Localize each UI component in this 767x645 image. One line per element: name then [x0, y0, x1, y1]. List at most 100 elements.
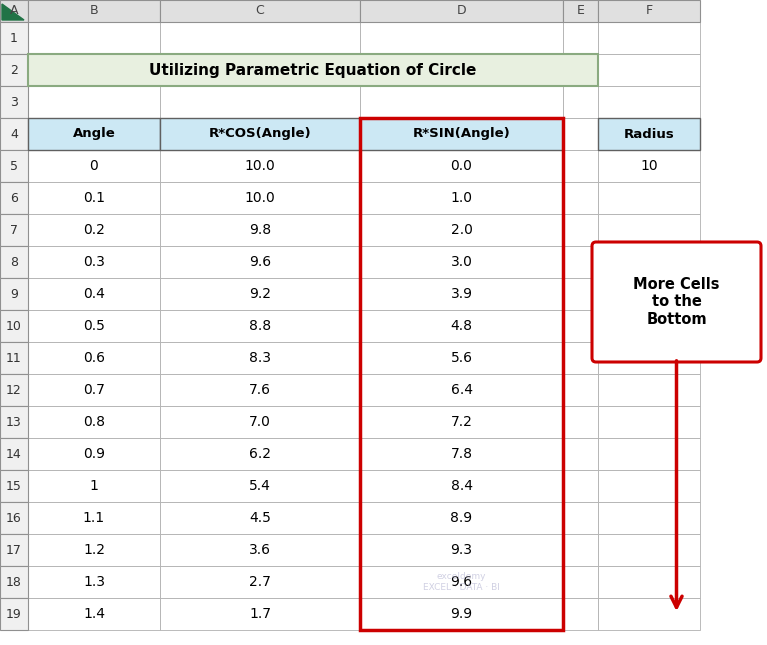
Text: 9.2: 9.2 [249, 287, 271, 301]
Text: 10: 10 [640, 159, 658, 173]
Text: 16: 16 [6, 511, 22, 524]
Text: 0.7: 0.7 [83, 383, 105, 397]
Bar [598, 118, 700, 150]
Bar [28, 406, 160, 438]
Bar [0, 534, 28, 566]
Bar [598, 0, 700, 22]
Text: A: A [10, 5, 18, 17]
Text: 8.3: 8.3 [249, 351, 271, 365]
Bar [0, 438, 28, 470]
Text: 7.6: 7.6 [249, 383, 271, 397]
Text: 0.8: 0.8 [83, 415, 105, 429]
Bar [0, 214, 28, 246]
Bar [598, 438, 700, 470]
Text: 1: 1 [10, 32, 18, 45]
Bar [160, 598, 360, 630]
Bar [563, 278, 598, 310]
Text: 7.0: 7.0 [249, 415, 271, 429]
Text: Angle: Angle [73, 128, 115, 141]
Text: Radius: Radius [624, 128, 674, 141]
Bar [0, 278, 28, 310]
Text: 12: 12 [6, 384, 22, 397]
Text: 8: 8 [10, 255, 18, 268]
Bar [160, 406, 360, 438]
Bar [160, 182, 360, 214]
Text: 1.7: 1.7 [249, 607, 271, 621]
Text: 6.4: 6.4 [450, 383, 472, 397]
Text: 0: 0 [90, 159, 98, 173]
Bar [563, 246, 598, 278]
Text: 0.6: 0.6 [83, 351, 105, 365]
Text: 6: 6 [10, 192, 18, 204]
Text: 18: 18 [6, 575, 22, 588]
Text: exceldemy
EXCEL · DATA · BI: exceldemy EXCEL · DATA · BI [423, 572, 500, 591]
Text: 1: 1 [90, 479, 98, 493]
Bar [563, 22, 598, 54]
Bar [563, 566, 598, 598]
Text: B: B [90, 5, 98, 17]
Text: 0.2: 0.2 [83, 223, 105, 237]
Bar [160, 438, 360, 470]
Bar [360, 182, 563, 214]
Bar [160, 22, 360, 54]
Bar [28, 86, 160, 118]
Bar [360, 438, 563, 470]
Bar [563, 534, 598, 566]
Bar [360, 566, 563, 598]
Text: 1.0: 1.0 [450, 191, 472, 205]
Bar [28, 470, 160, 502]
Text: 7.2: 7.2 [450, 415, 472, 429]
Bar [160, 246, 360, 278]
Bar [28, 214, 160, 246]
Bar [360, 118, 563, 150]
Bar [360, 0, 563, 22]
Bar [0, 182, 28, 214]
Bar [598, 566, 700, 598]
Bar [160, 86, 360, 118]
Bar [598, 406, 700, 438]
Text: 4.8: 4.8 [450, 319, 472, 333]
Bar [0, 566, 28, 598]
Bar [563, 598, 598, 630]
Text: 9: 9 [10, 288, 18, 301]
Bar [28, 150, 160, 182]
Bar [28, 118, 160, 150]
Text: R*SIN(Angle): R*SIN(Angle) [413, 128, 510, 141]
Bar [598, 310, 700, 342]
Bar [598, 470, 700, 502]
Bar [563, 182, 598, 214]
Bar [28, 54, 160, 86]
Text: 9.9: 9.9 [450, 607, 472, 621]
Bar [563, 310, 598, 342]
Bar [360, 86, 563, 118]
Bar [563, 470, 598, 502]
Text: 3.6: 3.6 [249, 543, 271, 557]
Bar [160, 118, 360, 150]
Bar [28, 0, 160, 22]
Bar [160, 310, 360, 342]
Bar [360, 502, 563, 534]
Bar [28, 502, 160, 534]
Bar [598, 534, 700, 566]
Bar [360, 278, 563, 310]
Text: 8.4: 8.4 [450, 479, 472, 493]
Bar [160, 0, 360, 22]
Bar [28, 118, 160, 150]
Text: 14: 14 [6, 448, 22, 461]
Bar [28, 534, 160, 566]
Bar [563, 438, 598, 470]
Text: 17: 17 [6, 544, 22, 557]
Text: 1.2: 1.2 [83, 543, 105, 557]
Bar [563, 374, 598, 406]
Bar [360, 150, 563, 182]
Bar [160, 278, 360, 310]
Bar [160, 502, 360, 534]
Bar [563, 214, 598, 246]
Bar [360, 598, 563, 630]
Bar [360, 22, 563, 54]
Text: More Cells
to the
Bottom: More Cells to the Bottom [634, 277, 719, 327]
Text: 11: 11 [6, 352, 22, 364]
Polygon shape [2, 4, 24, 20]
Bar [598, 598, 700, 630]
Text: 9.6: 9.6 [450, 575, 472, 589]
